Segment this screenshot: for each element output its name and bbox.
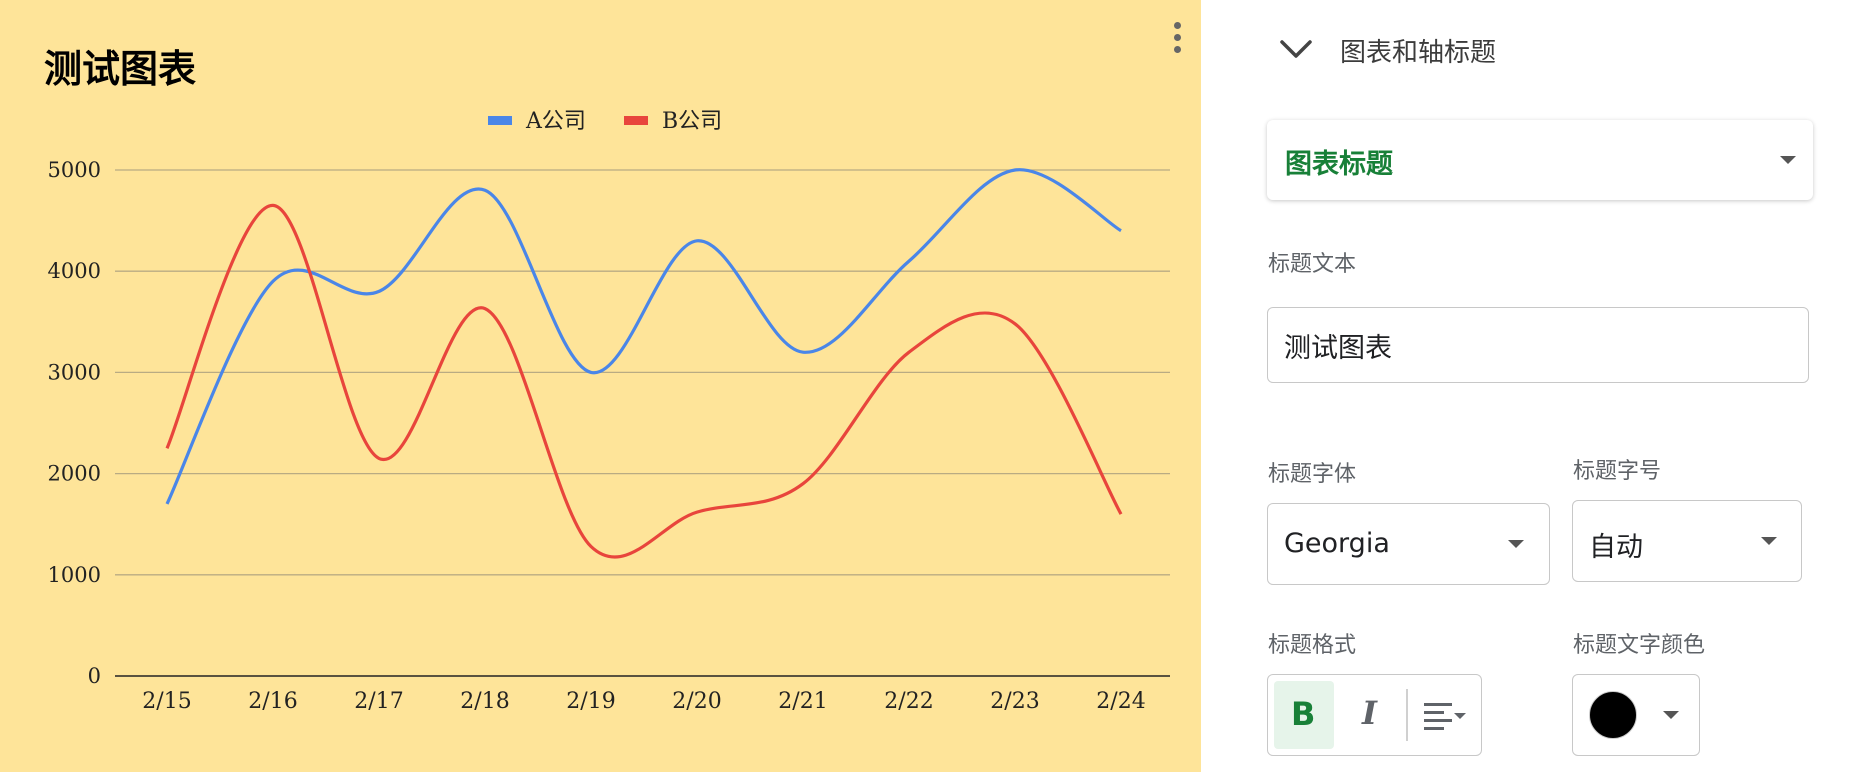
- chart-title: 测试图表: [44, 47, 197, 91]
- x-tick-label: 2/15: [142, 689, 191, 714]
- y-tick-label: 3000: [48, 360, 101, 384]
- align-dropdown-button[interactable]: [1416, 681, 1474, 749]
- caret-down-icon: [1508, 540, 1524, 548]
- x-tick-label: 2/21: [778, 689, 827, 714]
- x-tick-label: 2/17: [354, 689, 403, 714]
- axes: 5000 4000 3000 2000 1000 0 2/15 2/16 2/17 2/18 2/1…: [48, 158, 1170, 714]
- title-size-label: 标题字号: [1573, 459, 1662, 484]
- chart-editor-panel: 图表和轴标题 图表标题 标题文本 标题字体 标题字号 Georgia 自动 标题…: [1201, 0, 1861, 772]
- bold-button[interactable]: B: [1274, 681, 1334, 749]
- align-left-icon: [1424, 703, 1466, 730]
- caret-down-icon: [1663, 711, 1679, 719]
- divider: [1406, 689, 1408, 741]
- x-tick-label: 2/24: [1096, 689, 1145, 714]
- series-lines: [165, 168, 1123, 559]
- y-tick-label: 2000: [48, 462, 101, 486]
- legend-label: B公司: [662, 109, 722, 134]
- title-font-dropdown[interactable]: Georgia: [1267, 503, 1550, 585]
- caret-down-icon: [1761, 537, 1777, 545]
- title-text-label: 标题文本: [1268, 252, 1357, 277]
- title-text-input[interactable]: [1267, 307, 1809, 383]
- italic-icon: I: [1362, 694, 1377, 732]
- title-color-picker[interactable]: [1572, 674, 1700, 756]
- section-header[interactable]: 图表和轴标题: [1276, 22, 1776, 78]
- y-tick-label: 0: [88, 664, 101, 688]
- more-vert-icon[interactable]: [1166, 20, 1190, 56]
- legend-swatch: [488, 116, 512, 125]
- title-size-value: 自动: [1589, 532, 1643, 563]
- legend-swatch: [624, 116, 648, 125]
- y-tick-label: 1000: [48, 563, 101, 587]
- title-format-group: B I: [1267, 674, 1482, 756]
- caret-down-icon: [1780, 156, 1796, 164]
- bold-icon: B: [1291, 695, 1316, 733]
- y-tick-label: 5000: [48, 158, 101, 182]
- y-tick-label: 4000: [48, 259, 101, 283]
- section-title: 图表和轴标题: [1340, 38, 1497, 68]
- legend: A公司 B公司: [488, 109, 722, 134]
- x-tick-label: 2/20: [672, 689, 721, 714]
- title-type-value: 图表标题: [1285, 149, 1393, 180]
- chevron-down-icon: [1280, 40, 1312, 58]
- x-tick-label: 2/19: [566, 689, 615, 714]
- legend-label: A公司: [525, 109, 586, 134]
- x-tick-label: 2/18: [460, 689, 509, 714]
- title-type-dropdown[interactable]: 图表标题: [1267, 120, 1813, 200]
- title-font-value: Georgia: [1284, 528, 1390, 559]
- series-line-b: [165, 203, 1123, 559]
- chart-panel: 5000 4000 3000 2000 1000 0 2/15 2/16 2/17 2/18 2/1…: [0, 0, 1201, 772]
- x-tick-label: 2/22: [884, 689, 933, 714]
- x-tick-label: 2/16: [248, 689, 297, 714]
- title-size-dropdown[interactable]: 自动: [1572, 500, 1802, 582]
- title-color-label: 标题文字颜色: [1573, 633, 1706, 658]
- title-font-label: 标题字体: [1268, 462, 1357, 487]
- color-swatch: [1589, 691, 1637, 739]
- title-format-label: 标题格式: [1268, 633, 1357, 658]
- x-tick-label: 2/23: [990, 689, 1039, 714]
- italic-button[interactable]: I: [1348, 681, 1396, 749]
- gridlines: [115, 169, 1170, 576]
- line-chart: 5000 4000 3000 2000 1000 0 2/15 2/16 2/17 2/18 2/1…: [48, 109, 1170, 714]
- series-line-a: [165, 168, 1122, 505]
